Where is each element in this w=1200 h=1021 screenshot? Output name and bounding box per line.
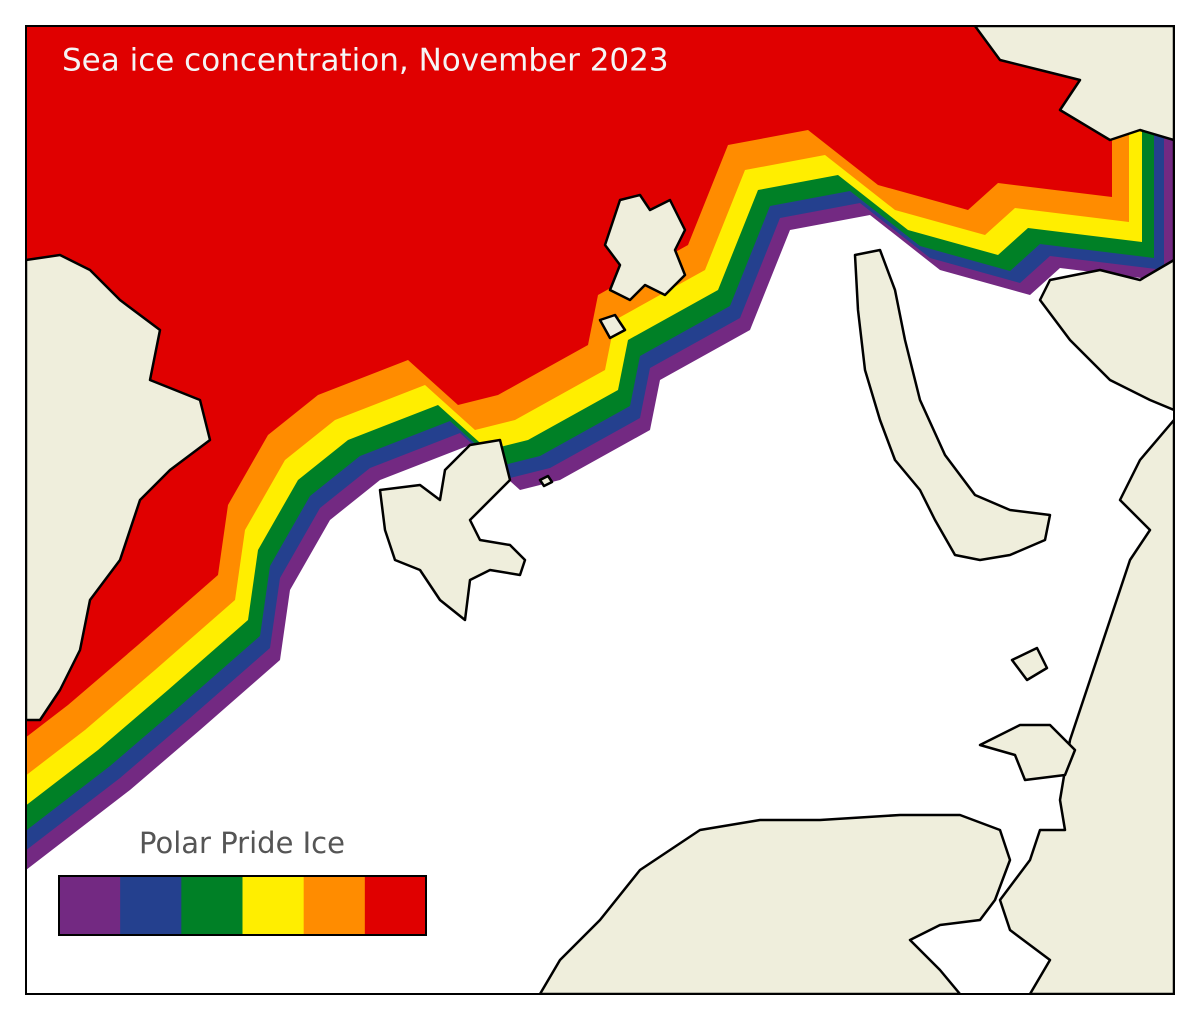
russia-mainland (998, 418, 1174, 994)
franz-josef-land (603, 193, 687, 302)
legend-swatch (364, 876, 427, 935)
legend-swatch (303, 876, 366, 935)
russia-east (973, 26, 1174, 412)
ice-bands (26, 26, 1174, 870)
ice-band (26, 26, 1112, 738)
legend-frame (58, 875, 427, 936)
legend-title: Polar Pride Ice (139, 826, 345, 860)
kanin (978, 723, 1077, 782)
island (598, 313, 627, 340)
legend-swatch (59, 876, 121, 935)
svalbard (378, 438, 527, 622)
novaya-zemlya (853, 248, 1052, 562)
kolguev (1010, 646, 1049, 682)
legend-swatch (181, 876, 243, 935)
legend-swatch (120, 876, 182, 935)
scandinavia (538, 813, 1012, 994)
greenland (26, 253, 212, 722)
frame (25, 25, 1175, 995)
title: Sea ice concentration, November 2023 (62, 43, 669, 79)
kvitoya (538, 474, 554, 488)
legend-swatch (242, 876, 305, 935)
legend (59, 876, 427, 935)
map-area (26, 26, 1174, 994)
